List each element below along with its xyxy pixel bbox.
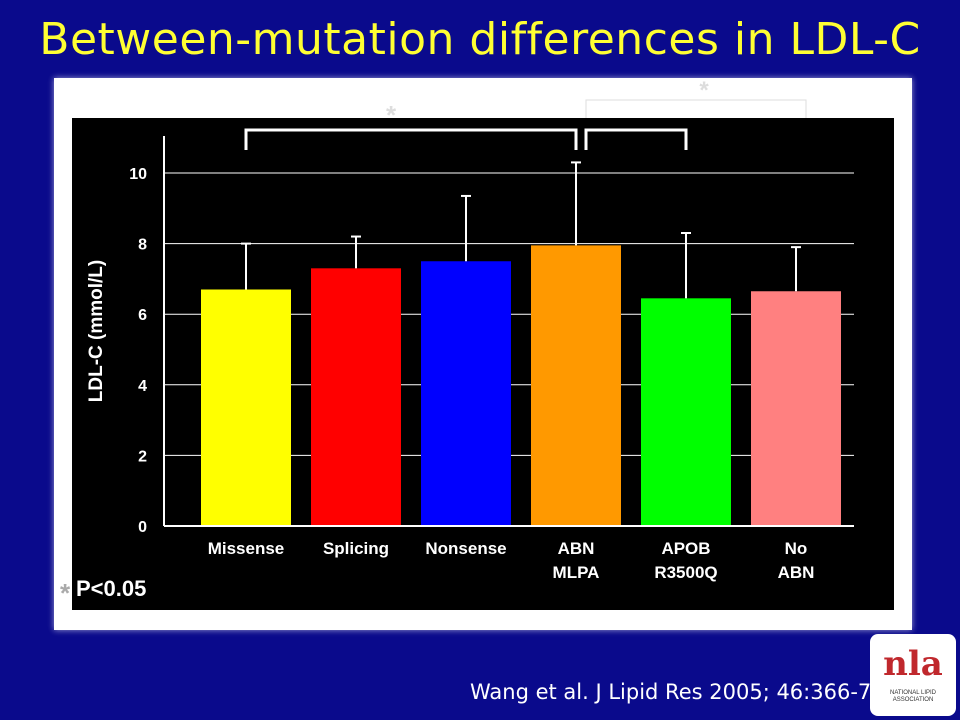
significance-star: * — [699, 78, 709, 104]
x-tick-label: Missense — [208, 539, 285, 558]
bar — [641, 298, 731, 526]
y-tick-label: 0 — [138, 519, 147, 536]
x-tick-labels: Missense Splicing Nonsense ABN MLPA APOB R3500… — [208, 539, 815, 582]
x-tick-label: APOB — [661, 539, 710, 558]
x-tick-label: MLPA — [553, 563, 600, 582]
footnote-p-value: P<0.05 — [76, 576, 146, 601]
y-tick-label: 10 — [129, 166, 147, 183]
y-tick-label: 6 — [138, 307, 147, 324]
significance-bracket — [585, 99, 807, 118]
slide-title: Between-mutation differences in LDL-C — [39, 14, 921, 65]
x-tick-label: ABN — [558, 539, 595, 558]
x-tick-label: Nonsense — [425, 539, 506, 558]
bar — [201, 289, 291, 526]
citation: Wang et al. J Lipid Res 2005; 46:366-72 — [470, 680, 885, 704]
significance-brackets: * * * — [244, 78, 807, 150]
footnote-symbol: * — [60, 578, 71, 608]
citation-text: Wang et al. J Lipid Res 2005; 46:366-72 — [470, 680, 885, 704]
logo-text: nla — [883, 644, 943, 684]
significance-bracket — [244, 128, 578, 150]
nla-logo: nla NATIONAL LIPID ASSOCIATION — [870, 634, 956, 716]
x-tick-label: ABN — [778, 563, 815, 582]
y-axis-label: LDL-C (mmol/L) — [86, 260, 107, 402]
bar — [311, 268, 401, 526]
x-tick-label: R3500Q — [654, 563, 717, 582]
logo-subtitle: NATIONAL LIPID ASSOCIATION — [889, 690, 936, 703]
error-bars — [241, 161, 801, 299]
bars — [201, 245, 841, 527]
significance-star: * — [626, 100, 637, 130]
x-tick-label: Splicing — [323, 539, 389, 558]
x-tick-label: No — [785, 539, 808, 558]
y-tick-label: 2 — [138, 448, 147, 465]
bar — [531, 245, 621, 527]
significance-star: * — [386, 100, 397, 130]
y-tick-label: 4 — [138, 378, 147, 395]
bar — [751, 291, 841, 526]
bar-chart: 0 2 4 6 8 10 Missense Splicing Nonsense ABN MLPA A… — [60, 78, 894, 610]
axes — [163, 136, 854, 527]
significance-bracket — [584, 128, 688, 150]
y-tick-label: 8 — [138, 237, 147, 254]
bar — [421, 261, 511, 526]
y-tick-labels: 0 2 4 6 8 10 — [129, 166, 147, 536]
chart-panel: 0 2 4 6 8 10 Missense Splicing Nonsense ABN MLPA A… — [54, 78, 912, 630]
